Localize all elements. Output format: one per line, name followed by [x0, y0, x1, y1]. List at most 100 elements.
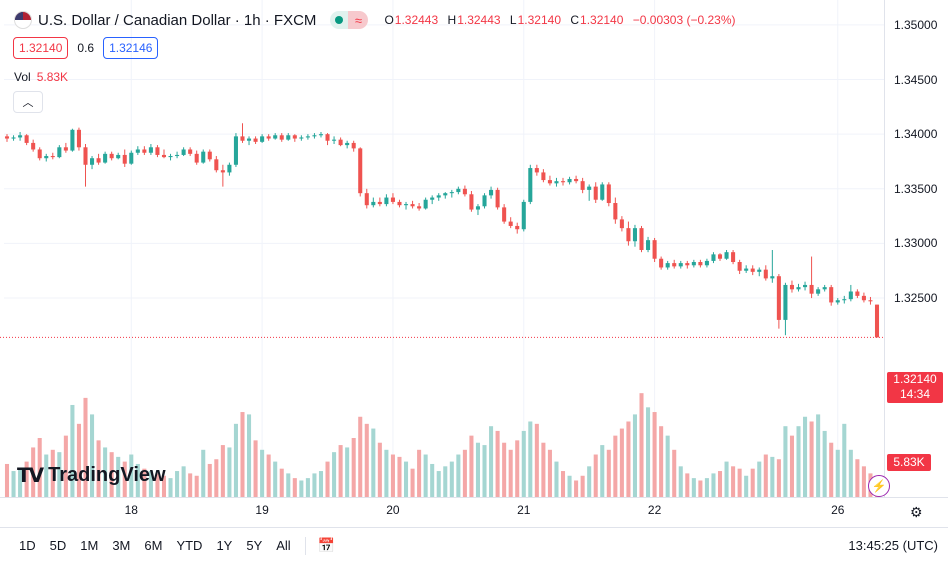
candle-body: [397, 201, 402, 206]
volume-bar: [560, 471, 566, 497]
candle-body: [848, 291, 853, 300]
buy-button[interactable]: 1.32146: [103, 37, 159, 59]
candle-body: [606, 184, 611, 204]
candle-body: [358, 148, 363, 194]
candle-body: [475, 206, 481, 210]
candle-body: [44, 156, 49, 159]
volume-bar: [214, 459, 219, 497]
market-status-pill[interactable]: ≈: [330, 11, 369, 29]
candle-body: [338, 139, 343, 146]
range-6m-button[interactable]: 6M: [144, 538, 163, 553]
candle-body: [247, 138, 252, 141]
price-tick-label: 1.32500: [894, 291, 938, 306]
range-3m-button[interactable]: 3M: [112, 538, 131, 553]
volume-bar: [489, 426, 494, 497]
volume-bar: [233, 423, 238, 497]
volume-bar: [57, 452, 62, 497]
volume-bar: [44, 454, 49, 497]
candle-body: [220, 170, 225, 173]
volume-tag: 5.83K: [887, 454, 931, 471]
time-tick-label: 19: [255, 503, 269, 517]
candle-body: [318, 134, 324, 136]
close-label: C: [570, 13, 580, 27]
volume-bar: [103, 447, 108, 497]
volume-bar: [286, 473, 291, 497]
volume-bar: [541, 442, 546, 497]
candle-body: [240, 136, 245, 141]
candle-body: [76, 129, 81, 148]
range-ytd-button[interactable]: YTD: [176, 538, 203, 553]
time-tick-label: 21: [517, 503, 531, 517]
tradingview-logo[interactable]: 𝗧𝗩 TradingView: [17, 463, 166, 488]
candle-body: [770, 276, 775, 279]
volume-bar: [502, 442, 507, 497]
volume-bar: [783, 426, 788, 497]
candle-body: [842, 299, 847, 301]
volume-bar: [678, 466, 683, 497]
volume-bar: [168, 478, 173, 497]
candle-body: [403, 204, 409, 206]
candle-body: [129, 152, 134, 164]
candle-body: [502, 207, 507, 222]
volume-bar: [606, 449, 611, 497]
range-5d-button[interactable]: 5D: [49, 538, 67, 553]
volume-bar: [345, 447, 350, 497]
volume-bar: [325, 461, 330, 497]
ohlc-values: O1.32443 H1.32443 L1.32140 C1.32140 −0.0…: [384, 13, 741, 27]
clock[interactable]: 13:45:25 (UTC): [848, 538, 938, 553]
candle-body: [57, 147, 62, 158]
candle-body: [632, 228, 637, 242]
sell-button[interactable]: 1.32140: [13, 37, 69, 59]
range-all-button[interactable]: All: [276, 538, 291, 553]
candle-body: [861, 295, 866, 301]
volume-bar: [456, 454, 461, 497]
candle-body: [175, 154, 180, 157]
volume-legend[interactable]: Vol 5.83K: [14, 70, 68, 84]
volume-bar: [63, 435, 68, 497]
volume-bar: [83, 397, 88, 497]
candle-body: [161, 154, 167, 158]
range-5y-button[interactable]: 5Y: [246, 538, 263, 553]
range-1y-button[interactable]: 1Y: [216, 538, 233, 553]
candle-body: [443, 193, 448, 196]
lightning-icon[interactable]: ⚡: [868, 475, 890, 497]
change-value: −0.00303 (−0.23%): [632, 13, 736, 27]
candle-body: [122, 154, 127, 164]
quote-row: 1.32140 0.6 1.32146: [13, 37, 159, 59]
volume-bar: [717, 471, 723, 497]
candle-body: [796, 287, 801, 290]
candle-body: [148, 147, 153, 153]
volume-bar: [24, 461, 29, 497]
volume-bar: [691, 478, 696, 497]
calendar-icon[interactable]: 📅: [317, 537, 336, 553]
range-1d-button[interactable]: 1D: [19, 538, 36, 553]
last-price-value: 1.32140: [893, 372, 937, 386]
gear-icon[interactable]: ⚙: [910, 504, 923, 520]
volume-bar: [338, 445, 343, 497]
candle-body: [142, 149, 147, 153]
collapse-legend-button[interactable]: ︿: [13, 91, 43, 113]
volume-bar: [299, 480, 304, 497]
time-tick-label: 26: [831, 503, 845, 517]
candle-body: [70, 129, 75, 151]
volume-bar: [155, 473, 160, 497]
candle-body: [646, 240, 651, 250]
volume-bar: [161, 475, 167, 497]
volume-bar: [508, 449, 513, 497]
candle-body: [809, 284, 814, 294]
volume-bar: [135, 463, 140, 497]
volume-bar: [116, 456, 121, 497]
symbol-title[interactable]: U.S. Dollar / Canadian Dollar · 1h · FXC…: [38, 11, 317, 29]
volume-bar: [750, 468, 755, 497]
volume-bar: [109, 452, 114, 497]
volume-bar: [626, 421, 631, 497]
volume-bar: [567, 475, 572, 497]
candle-body: [417, 206, 422, 209]
volume-bar: [31, 447, 36, 497]
volume-bar: [835, 449, 840, 497]
candle-body: [168, 156, 173, 158]
candle-body: [744, 268, 749, 271]
toolbar-divider: [304, 536, 306, 555]
range-1m-button[interactable]: 1M: [80, 538, 99, 553]
